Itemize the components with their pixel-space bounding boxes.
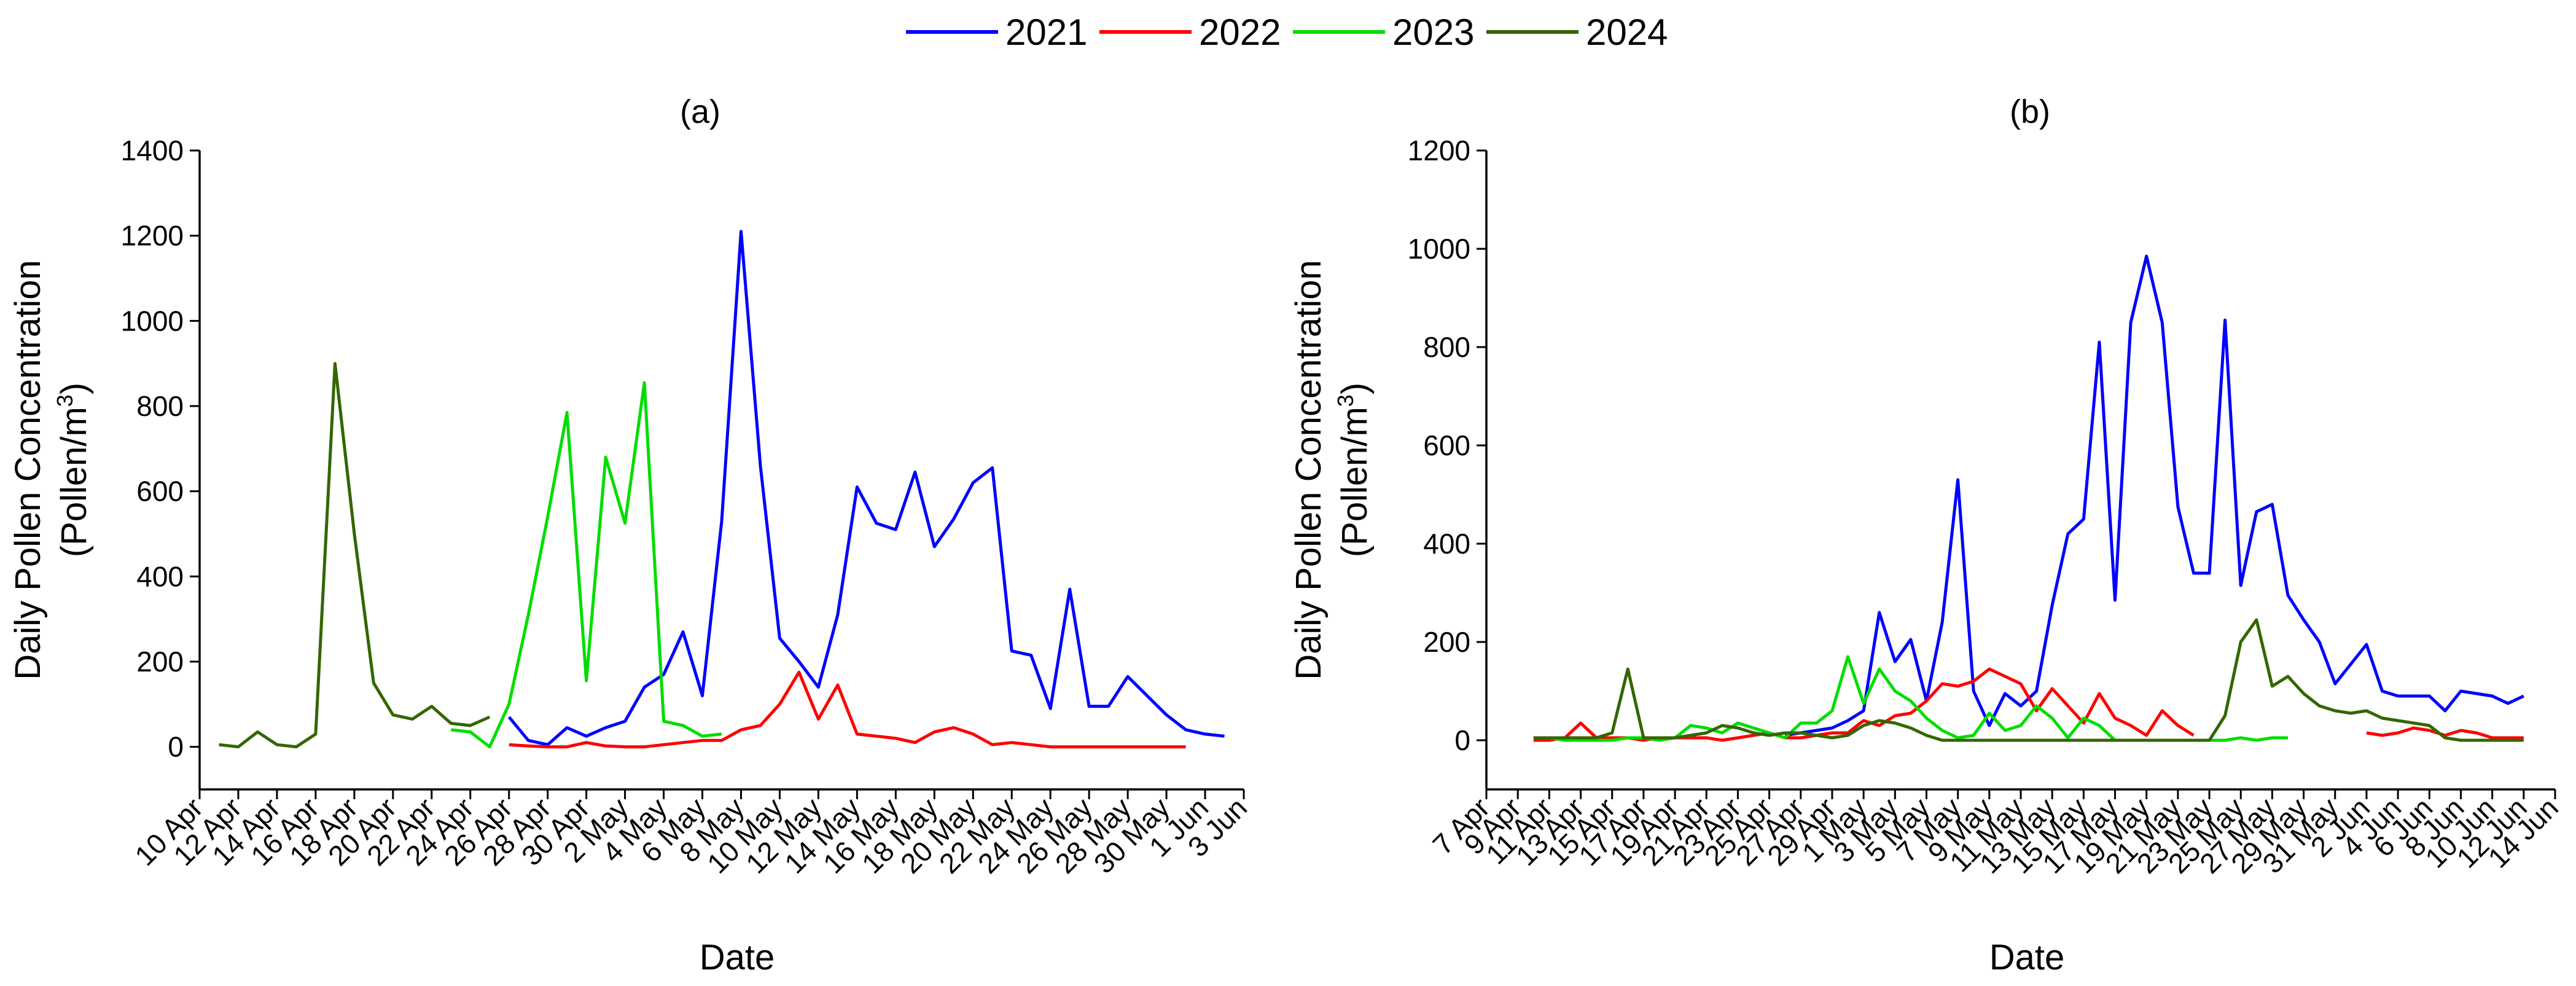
series-2024 bbox=[219, 362, 491, 749]
y-tick-label: 1000 bbox=[121, 305, 184, 337]
series-line-2021 bbox=[1784, 254, 2524, 737]
series-2022 bbox=[1533, 667, 2524, 742]
y-tick-label: 1200 bbox=[121, 220, 184, 252]
y-tick-label: 600 bbox=[136, 475, 184, 507]
y-unit-text: (Pollen/m bbox=[54, 407, 94, 557]
series-line-2023 bbox=[451, 381, 722, 749]
legend-label: 2021 bbox=[1005, 12, 1087, 53]
y-tick-label: 1400 bbox=[121, 135, 184, 166]
y-unit-close: ) bbox=[54, 383, 94, 394]
y-unit-close: ) bbox=[1335, 383, 1375, 394]
y-tick-label: 1200 bbox=[1408, 135, 1470, 166]
legend-item-2022: 2022 bbox=[1099, 12, 1281, 53]
y-tick-label: 0 bbox=[168, 731, 184, 763]
y-tick-label: 1000 bbox=[1408, 233, 1470, 265]
y-unit-text: (Pollen/m bbox=[1335, 407, 1375, 557]
series-2023 bbox=[451, 381, 722, 749]
y-tick-label: 800 bbox=[136, 390, 184, 422]
series-line-2022 bbox=[1533, 667, 2195, 742]
y-tick-label: 600 bbox=[1423, 429, 1470, 461]
legend-item-2021: 2021 bbox=[906, 12, 1087, 53]
series-line-2024 bbox=[219, 362, 491, 749]
y-tick-label: 0 bbox=[1454, 724, 1470, 756]
y-axis-title: Daily Pollen Concentration bbox=[8, 260, 48, 679]
panel-title: (a) bbox=[680, 93, 720, 130]
x-axis-title: Date bbox=[700, 937, 775, 977]
y-axis-unit: (Pollen/m3) bbox=[1333, 383, 1375, 557]
legend-label: 2023 bbox=[1392, 12, 1474, 53]
y-tick-label: 400 bbox=[1423, 528, 1470, 560]
series-2024 bbox=[1533, 618, 2524, 742]
y-unit-superscript: 3 bbox=[52, 394, 77, 407]
y-tick-label: 800 bbox=[1423, 331, 1470, 363]
legend-label: 2022 bbox=[1199, 12, 1281, 53]
series-2021 bbox=[1784, 254, 2524, 737]
y-unit-superscript: 3 bbox=[1333, 394, 1358, 407]
y-tick-label: 200 bbox=[136, 646, 184, 678]
series-line-2022 bbox=[509, 670, 1186, 749]
series-2022 bbox=[509, 670, 1186, 749]
y-axis-unit: (Pollen/m3) bbox=[52, 383, 94, 557]
y-axis-title: Daily Pollen Concentration bbox=[1289, 260, 1329, 679]
panel-title: (b) bbox=[2010, 93, 2050, 130]
x-axis-title: Date bbox=[1989, 937, 2065, 977]
series-line-2021 bbox=[507, 230, 1225, 746]
series-line-2022 bbox=[2366, 726, 2524, 740]
legend-item-2023: 2023 bbox=[1293, 12, 1474, 53]
y-tick-label: 400 bbox=[136, 560, 184, 592]
legend-item-2024: 2024 bbox=[1486, 12, 1668, 53]
legend-label: 2024 bbox=[1586, 12, 1668, 53]
series-line-2024 bbox=[1533, 618, 2524, 742]
y-tick-label: 200 bbox=[1423, 626, 1470, 658]
legend: 2021 2022 2023 2024 bbox=[906, 12, 1668, 53]
series-2021 bbox=[507, 230, 1225, 746]
